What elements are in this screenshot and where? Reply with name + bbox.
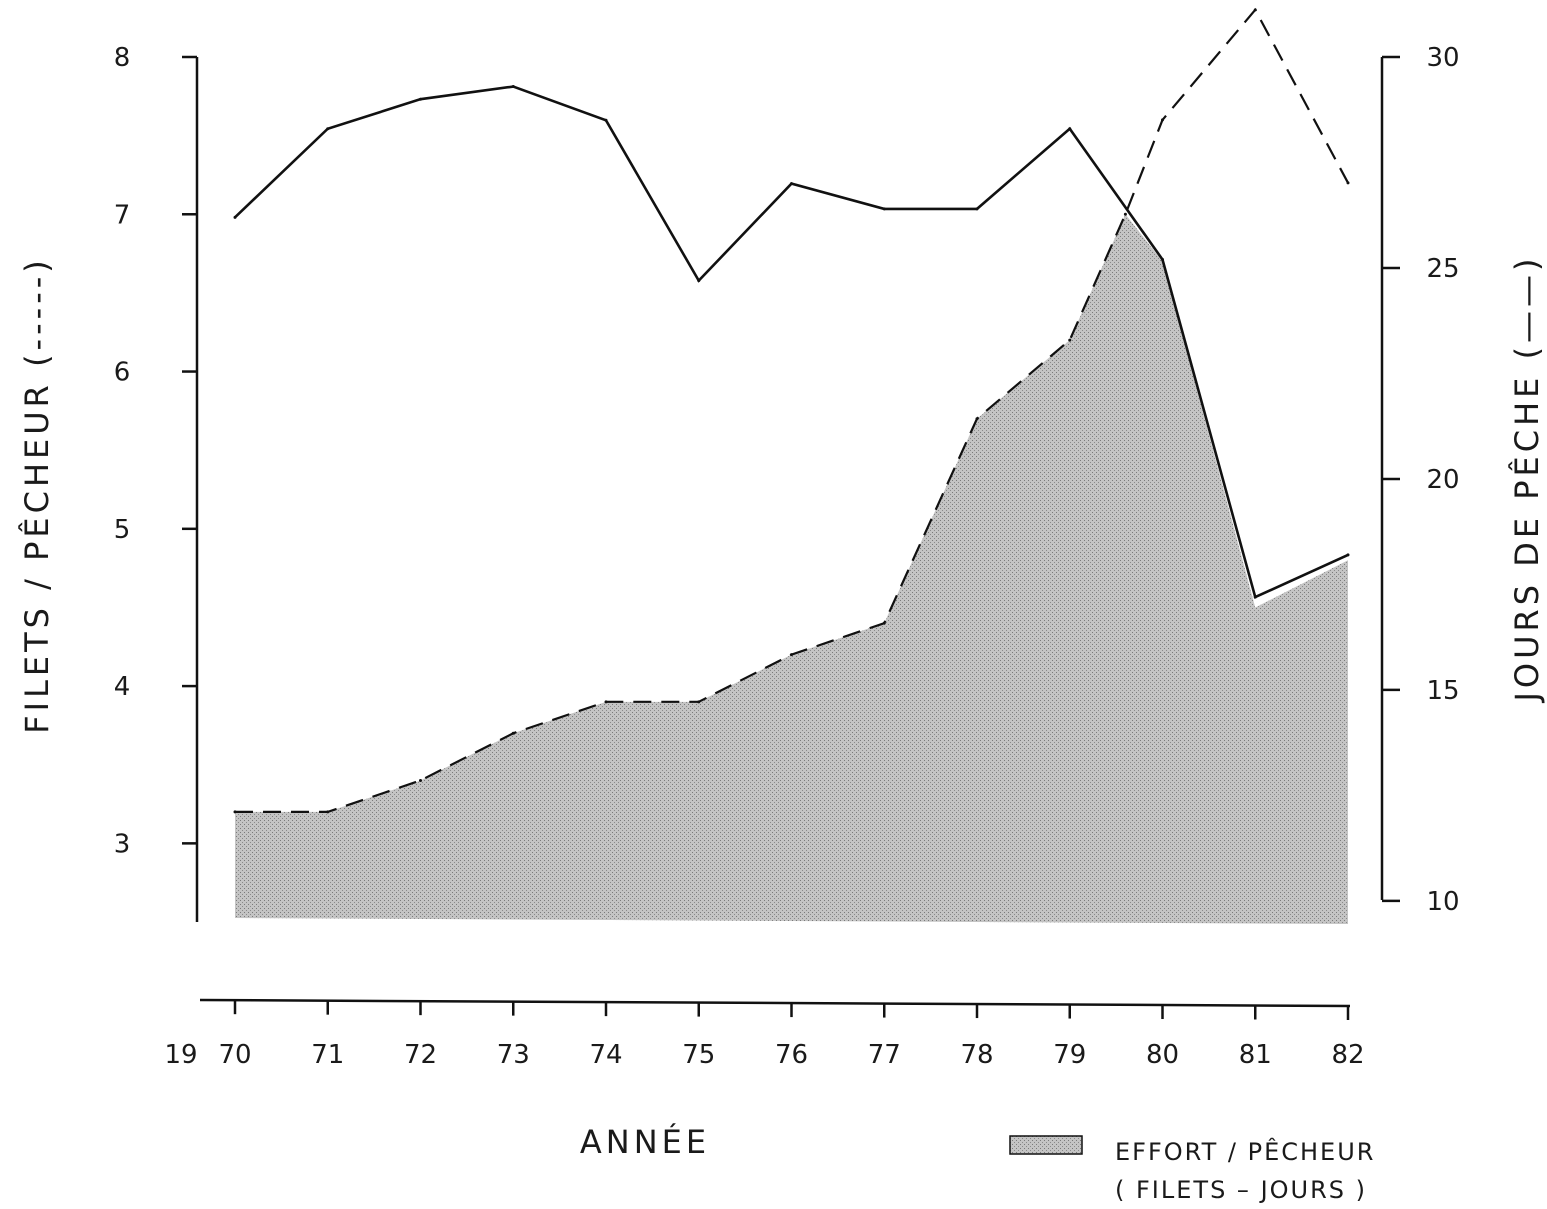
x-axis-title: ANNÉE	[580, 1123, 710, 1161]
left-tick-label: 8	[114, 43, 131, 73]
legend-label-line1: EFFORT / PÊCHEUR	[1115, 1137, 1375, 1166]
legend: EFFORT / PÊCHEUR ( FILETS – JOURS )	[1009, 1135, 1375, 1204]
x-tick-label: 71	[311, 1040, 344, 1070]
jours-point	[790, 182, 793, 186]
x-tick-label: 81	[1239, 1040, 1272, 1070]
filets-point	[511, 731, 515, 735]
y-right-axis-title: JOURS DE PÊCHE (——)	[1508, 254, 1546, 703]
jours-point	[1068, 127, 1072, 131]
jours-point	[697, 279, 701, 283]
x-tick-label: 77	[868, 1040, 901, 1070]
jours-point	[604, 118, 608, 122]
filets-point	[326, 810, 330, 814]
x-tick-label: 70	[218, 1040, 251, 1070]
left-tick-label: 4	[114, 672, 131, 702]
left-tick-label: 3	[114, 829, 131, 859]
filets-point	[1068, 338, 1072, 342]
jours-point	[1253, 595, 1257, 599]
jours-point	[1161, 258, 1164, 262]
x-tick-label: 78	[960, 1040, 993, 1070]
filets-point	[604, 700, 608, 704]
jours-point	[419, 97, 422, 101]
right-tick-label: 10	[1426, 887, 1459, 917]
x-prefix-label: 19	[164, 1040, 197, 1070]
jours-point	[233, 215, 237, 219]
x-tick-label: 79	[1053, 1040, 1086, 1070]
legend-swatch	[1009, 1135, 1083, 1155]
right-tick-label: 25	[1426, 254, 1459, 284]
jours-point	[975, 207, 979, 211]
right-tick-label: 15	[1426, 676, 1459, 706]
filets-point	[1161, 118, 1164, 122]
filets-point	[419, 778, 422, 782]
filets-point	[1123, 212, 1127, 216]
x-tick-label: 82	[1331, 1040, 1364, 1070]
x-tick-label: 72	[404, 1040, 437, 1070]
legend-label-line2: ( FILETS – JOURS )	[1115, 1176, 1367, 1204]
effort-area	[235, 214, 1348, 925]
x-tick-label: 80	[1146, 1040, 1179, 1070]
right-y-ticks: 10 15 20 25 30	[1382, 43, 1460, 917]
filets-point	[1253, 8, 1257, 12]
x-tick-label: 75	[682, 1040, 715, 1070]
right-tick-label: 20	[1426, 465, 1459, 495]
data-points	[233, 8, 1350, 814]
series-filets-line	[235, 7, 1349, 814]
filets-point	[882, 621, 886, 625]
filets-point	[790, 653, 793, 657]
left-tick-label: 7	[114, 200, 131, 230]
jours-point	[326, 127, 330, 131]
left-y-ticks: 3 4 5 6 7 8	[114, 43, 197, 859]
x-ticks: 70 71 72 73 74 75 76 77 78 79 80 81 82	[218, 1000, 1365, 1070]
left-tick-label: 5	[114, 515, 131, 545]
filets-point	[975, 417, 979, 421]
jours-point	[882, 207, 886, 211]
y-left-axis-title: FILETS / PÊCHEUR (-----)	[18, 256, 56, 734]
x-tick-label: 76	[775, 1040, 808, 1070]
right-tick-label: 30	[1426, 43, 1459, 73]
x-tick-label: 74	[589, 1040, 622, 1070]
x-tick-label: 73	[497, 1040, 530, 1070]
x-axis	[199, 998, 1351, 1008]
filets-point	[233, 810, 237, 814]
filets-point	[697, 700, 701, 704]
left-tick-label: 6	[114, 358, 131, 388]
jours-point	[1346, 553, 1350, 557]
filets-point	[1346, 181, 1350, 185]
jours-point	[511, 85, 515, 89]
